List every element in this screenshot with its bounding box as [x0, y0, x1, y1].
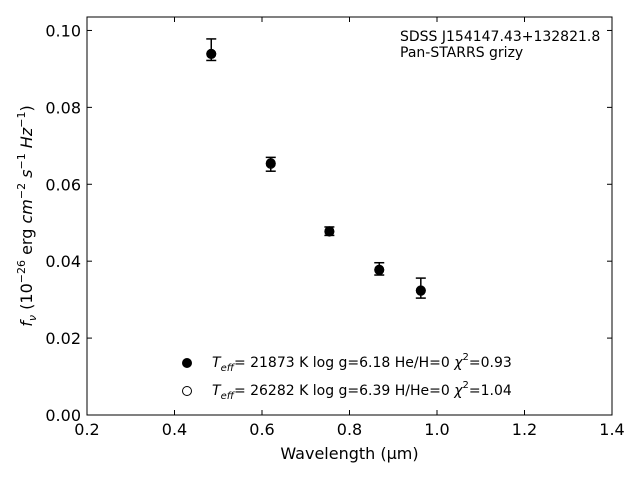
- data-marks: [206, 38, 426, 299]
- y-tick-label: 0.06: [45, 175, 81, 194]
- model-point-filled: [324, 226, 335, 237]
- x-tick-label: 1.4: [599, 420, 624, 439]
- axis-ticks: 0.2 0.4 0.6 0.8 1.0 1.2 1.4 0.00 0.02 0.04 0.06 0.0…: [45, 17, 625, 439]
- x-tick-label: 1.2: [512, 420, 537, 439]
- model-point-filled: [206, 48, 217, 59]
- legend-entry-2: Teff= 26282 K log g=6.39 H/He=0 χ2=1.04: [212, 380, 512, 402]
- x-tick-label: 0.4: [162, 420, 187, 439]
- y-tick-label: 0.00: [45, 406, 81, 425]
- legend-entry-1: Teff= 21873 K log g=6.18 He/H=0 χ2=0.93: [212, 352, 512, 374]
- y-tick-label: 0.02: [45, 329, 81, 348]
- x-tick-label: 0.2: [74, 420, 99, 439]
- y-tick-label: 0.08: [45, 98, 81, 117]
- x-axis-label: Wavelength (μm): [280, 444, 418, 463]
- x-tick-label: 0.8: [337, 420, 362, 439]
- y-tick-label: 0.04: [45, 252, 81, 271]
- y-tick-label: 0.10: [45, 21, 81, 40]
- legend-marker-open: [182, 386, 192, 396]
- y-axis-label: fν (10−26 erg cm−2 s−1 Hz−1): [15, 105, 39, 326]
- model-point-filled: [415, 285, 426, 296]
- x-tick-label: 0.6: [249, 420, 274, 439]
- legend: Teff= 21873 K log g=6.18 He/H=0 χ2=0.93 …: [182, 352, 512, 402]
- annotation-object-name: SDSS J154147.43+132821.8: [400, 29, 600, 45]
- model-point-filled: [265, 158, 276, 169]
- x-tick-label: 1.0: [424, 420, 449, 439]
- model-point-filled: [374, 264, 385, 275]
- annotation-survey-name: Pan-STARRS grizy: [400, 45, 523, 61]
- legend-marker-filled: [182, 358, 192, 368]
